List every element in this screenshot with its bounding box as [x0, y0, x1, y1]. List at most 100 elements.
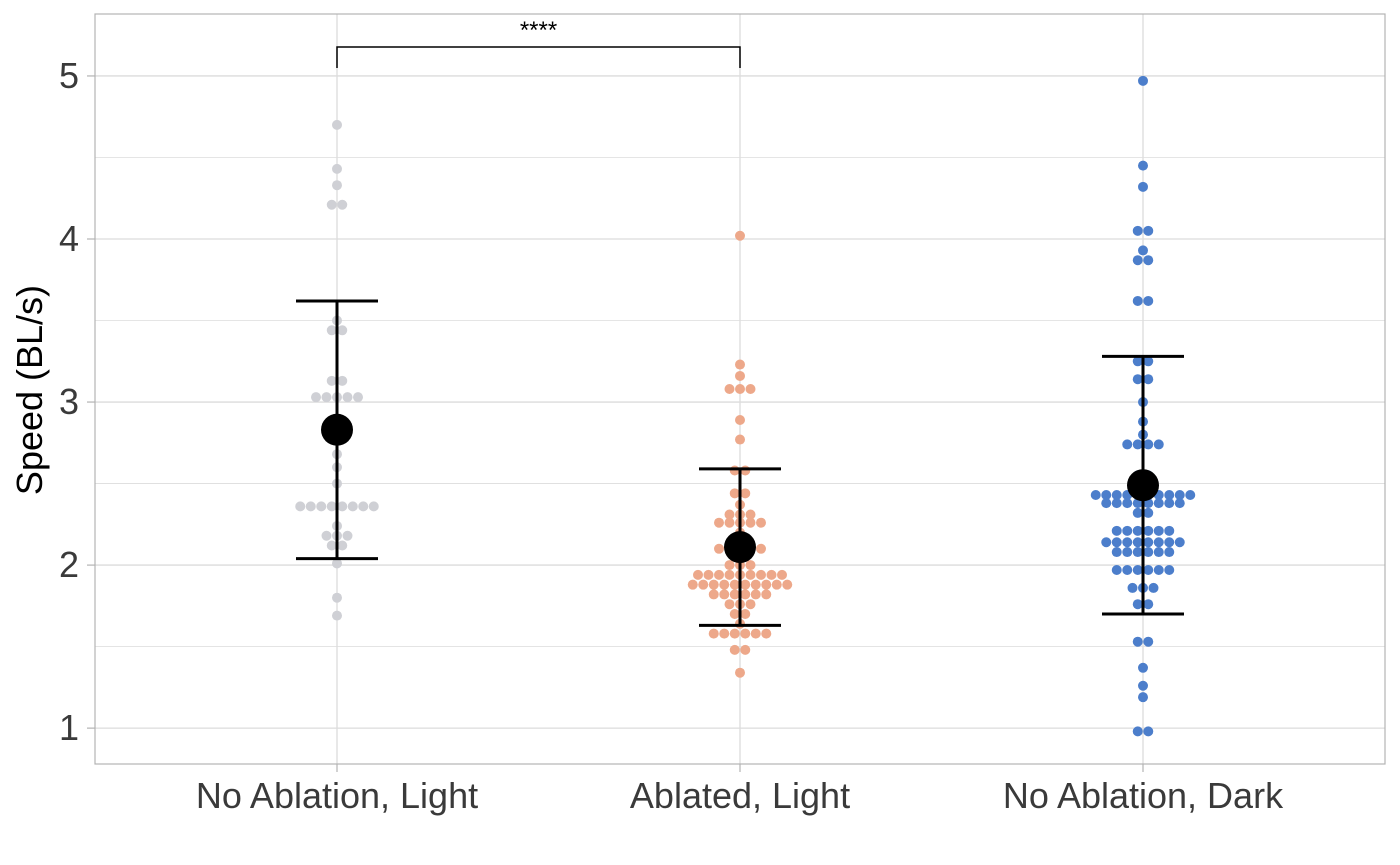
- data-point: [1111, 525, 1122, 536]
- data-point: [326, 375, 337, 386]
- data-point: [724, 517, 735, 528]
- data-point: [735, 414, 745, 425]
- data-point: [1122, 564, 1133, 575]
- data-point: [756, 569, 766, 580]
- data-point: [326, 501, 337, 512]
- data-point: [305, 501, 316, 512]
- data-point: [1132, 374, 1143, 385]
- data-point: [740, 589, 751, 600]
- data-point: [745, 509, 756, 520]
- data-point: [719, 579, 730, 590]
- significance-bracket: [336, 46, 741, 68]
- data-point: [698, 579, 709, 590]
- data-point: [316, 501, 327, 512]
- data-point: [337, 540, 348, 551]
- data-point: [740, 579, 751, 590]
- data-point: [1138, 160, 1148, 171]
- data-point: [1122, 439, 1133, 450]
- significance-annotation: ****: [336, 17, 741, 68]
- data-point: [342, 530, 353, 541]
- data-point: [782, 579, 793, 590]
- data-point: [1122, 547, 1133, 558]
- y-tick-label: 1: [59, 707, 79, 748]
- data-point: [687, 579, 698, 590]
- data-point: [777, 569, 787, 580]
- data-point: [761, 579, 772, 590]
- data-point: [1143, 439, 1154, 450]
- data-point: [735, 359, 745, 370]
- data-point: [724, 384, 735, 394]
- x-tick-label: No Ablation, Light: [196, 775, 478, 816]
- data-point: [708, 628, 719, 639]
- data-point: [1143, 547, 1154, 558]
- data-point: [1138, 692, 1148, 703]
- data-point: [740, 488, 751, 499]
- data-point: [1143, 255, 1154, 266]
- data-point: [761, 628, 772, 639]
- axes: 1 2 3 4 5 No Ablation, Light Ablated, Light No …: [59, 55, 1284, 816]
- data-point: [1132, 726, 1143, 737]
- x-tick-label: No Ablation, Dark: [1003, 775, 1284, 816]
- data-point: [745, 517, 756, 528]
- data-point: [1143, 507, 1154, 518]
- data-point: [719, 589, 730, 600]
- data-point: [1138, 245, 1148, 256]
- data-point: [724, 569, 735, 580]
- mean-marker: [1127, 469, 1159, 502]
- data-point: [1090, 489, 1101, 500]
- data-point: [1143, 295, 1154, 306]
- data-point: [750, 628, 761, 639]
- data-point: [708, 579, 719, 590]
- data-point: [1174, 489, 1185, 500]
- data-point: [1132, 255, 1143, 266]
- data-point: [724, 560, 735, 571]
- data-point: [714, 543, 724, 554]
- data-point: [756, 517, 766, 528]
- data-point: [358, 501, 369, 512]
- data-point: [1127, 582, 1138, 593]
- data-point: [1164, 525, 1175, 536]
- data-point: [326, 540, 337, 551]
- data-point: [708, 589, 719, 600]
- data-point: [740, 465, 751, 476]
- data-point: [729, 589, 740, 600]
- data-point: [1132, 525, 1143, 536]
- data-point: [1132, 295, 1143, 306]
- y-axis-title: Speed (BL/s): [9, 285, 50, 495]
- data-point: [1138, 680, 1148, 691]
- data-point: [368, 501, 379, 512]
- data-point: [729, 609, 740, 619]
- data-point: [735, 667, 745, 678]
- data-point: [311, 392, 321, 403]
- data-point: [729, 644, 740, 655]
- summary-markers: [296, 299, 1184, 627]
- data-point: [1164, 498, 1175, 509]
- data-point: [750, 579, 761, 590]
- data-point: [693, 569, 703, 580]
- data-point: [761, 589, 772, 600]
- data-point: [729, 628, 740, 639]
- data-point: [1148, 582, 1159, 593]
- data-point: [703, 569, 714, 580]
- data-point: [1132, 547, 1143, 558]
- data-point: [1132, 507, 1143, 518]
- data-point: [1164, 489, 1175, 500]
- data-point: [1122, 537, 1133, 548]
- data-point: [745, 560, 756, 571]
- data-point: [1143, 636, 1154, 647]
- data-point: [337, 325, 348, 336]
- data-point: [1132, 439, 1143, 450]
- data-point: [771, 579, 782, 590]
- data-point: [1138, 662, 1148, 673]
- data-point: [1185, 489, 1196, 500]
- data-point: [1132, 636, 1143, 647]
- data-point: [1122, 525, 1133, 536]
- data-point: [1153, 547, 1164, 558]
- data-point: [745, 384, 756, 394]
- data-point: [1111, 498, 1122, 509]
- data-point: [719, 628, 730, 639]
- data-point: [321, 392, 332, 403]
- mean-marker: [724, 531, 756, 564]
- data-point: [1101, 537, 1112, 548]
